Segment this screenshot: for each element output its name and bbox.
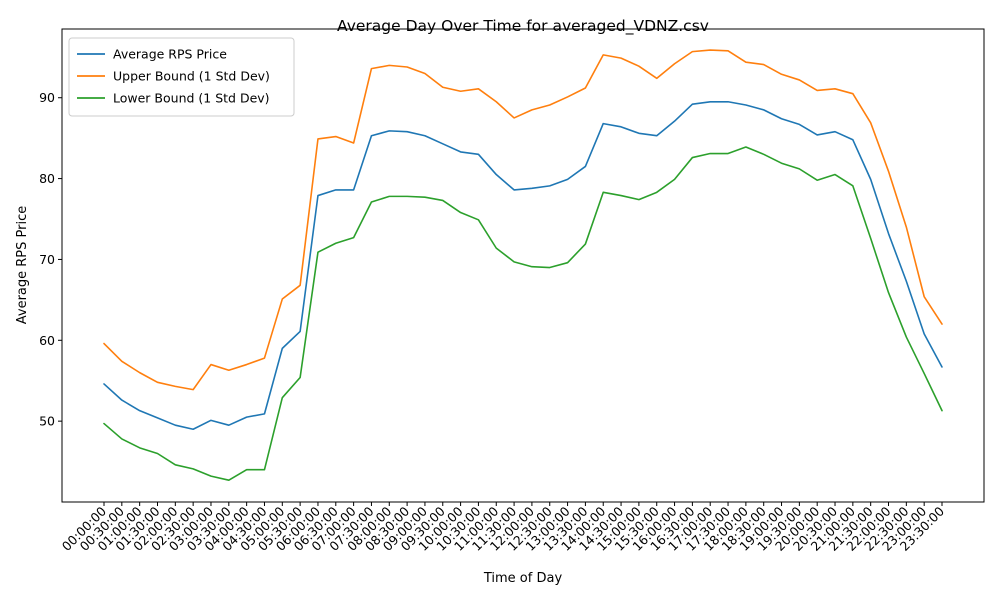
y-axis-label: Average RPS Price <box>15 206 30 325</box>
y-tick-label: 60 <box>39 333 55 348</box>
y-tick-label: 50 <box>39 414 55 429</box>
legend-box <box>68 37 295 117</box>
chart-title: Average Day Over Time for averaged_VDNZ.… <box>337 17 709 36</box>
y-tick-label: 70 <box>39 252 55 267</box>
legend-label-2: Lower Bound (1 Std Dev) <box>113 91 270 106</box>
legend-label-1: Upper Bound (1 Std Dev) <box>113 69 270 84</box>
y-tick-label: 80 <box>39 171 55 186</box>
y-tick-label: 90 <box>39 90 55 105</box>
series-line-0 <box>103 100 943 431</box>
legend-label-0: Average RPS Price <box>113 47 227 62</box>
x-axis-label: Time of Day <box>483 571 563 586</box>
series-line-1 <box>103 49 943 391</box>
legend: Average RPS Price Upper Bound (1 Std Dev)… <box>68 37 295 117</box>
series-line-2 <box>103 146 943 481</box>
plot-frame <box>61 28 985 503</box>
